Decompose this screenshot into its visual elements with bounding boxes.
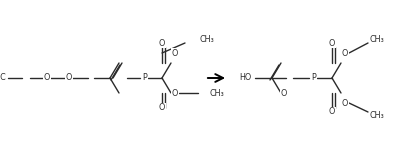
- Text: O: O: [44, 74, 50, 82]
- Text: H₃C: H₃C: [0, 74, 6, 82]
- Text: O: O: [159, 103, 165, 112]
- Text: CH₃: CH₃: [210, 89, 225, 98]
- Text: O: O: [342, 99, 348, 107]
- Text: O: O: [172, 89, 178, 98]
- Text: CH₃: CH₃: [200, 34, 215, 44]
- Text: O: O: [281, 89, 287, 98]
- Text: HO: HO: [240, 74, 252, 82]
- Text: O: O: [66, 74, 72, 82]
- Text: O: O: [159, 38, 165, 48]
- Text: O: O: [329, 38, 335, 48]
- Text: O: O: [172, 49, 178, 58]
- Text: CH₃: CH₃: [370, 34, 385, 44]
- Text: P: P: [312, 74, 316, 82]
- Text: O: O: [342, 49, 348, 58]
- Text: CH₃: CH₃: [370, 111, 385, 120]
- Text: O: O: [329, 107, 335, 116]
- Text: P: P: [143, 74, 147, 82]
